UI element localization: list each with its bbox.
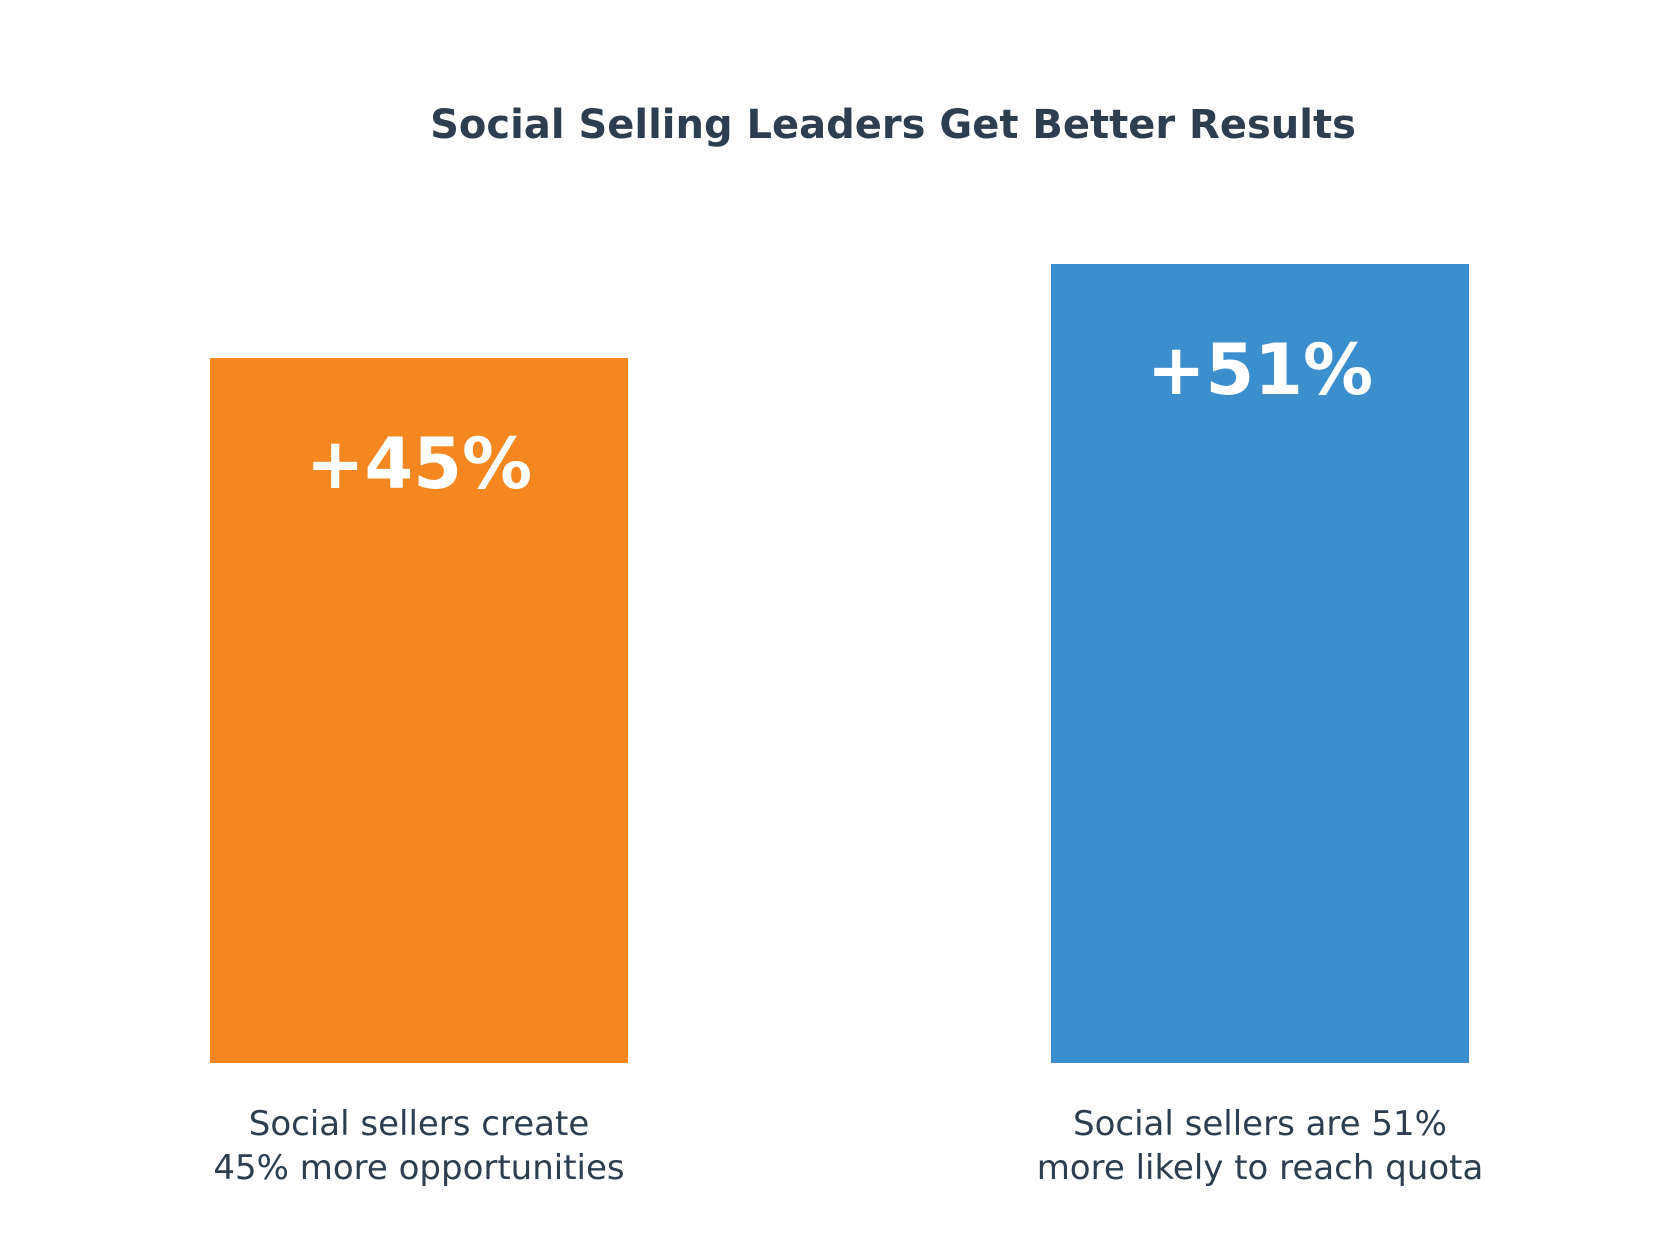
chart-title: Social Selling Leaders Get Better Result… bbox=[430, 102, 1356, 148]
category-label-2-line-1: Social sellers are 51% bbox=[1073, 1104, 1447, 1144]
value-labels-layer: +45% +51% bbox=[306, 329, 1373, 505]
bar-2 bbox=[1051, 264, 1469, 1063]
category-label-2-line-2: more likely to reach quota bbox=[1037, 1148, 1484, 1188]
category-label-1-line-1: Social sellers create bbox=[249, 1104, 589, 1144]
data-label-2: +51% bbox=[1147, 329, 1373, 411]
bar-1 bbox=[210, 358, 628, 1063]
bars-layer bbox=[210, 264, 1469, 1063]
category-label-1-line-2: 45% more opportunities bbox=[213, 1148, 624, 1188]
data-label-1: +45% bbox=[306, 423, 532, 505]
